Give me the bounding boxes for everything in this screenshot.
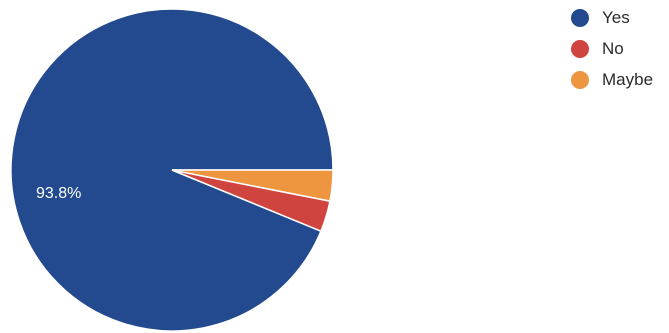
legend-swatch-maybe xyxy=(571,71,589,89)
legend-label-maybe: Maybe xyxy=(602,70,654,89)
legend-label-yes: Yes xyxy=(602,8,630,27)
data-label-yes: 93.8% xyxy=(36,185,81,202)
legend-swatch-no xyxy=(571,40,589,58)
legend-item-yes[interactable]: Yes xyxy=(571,6,653,30)
legend-swatch-yes xyxy=(571,9,589,27)
legend-label-no: No xyxy=(602,39,624,58)
legend-item-maybe[interactable]: Maybe xyxy=(571,68,653,92)
legend-item-no[interactable]: No xyxy=(571,37,653,61)
pie-slice-maybe[interactable] xyxy=(171,169,334,203)
chart-legend: Yes No Maybe xyxy=(571,6,653,99)
